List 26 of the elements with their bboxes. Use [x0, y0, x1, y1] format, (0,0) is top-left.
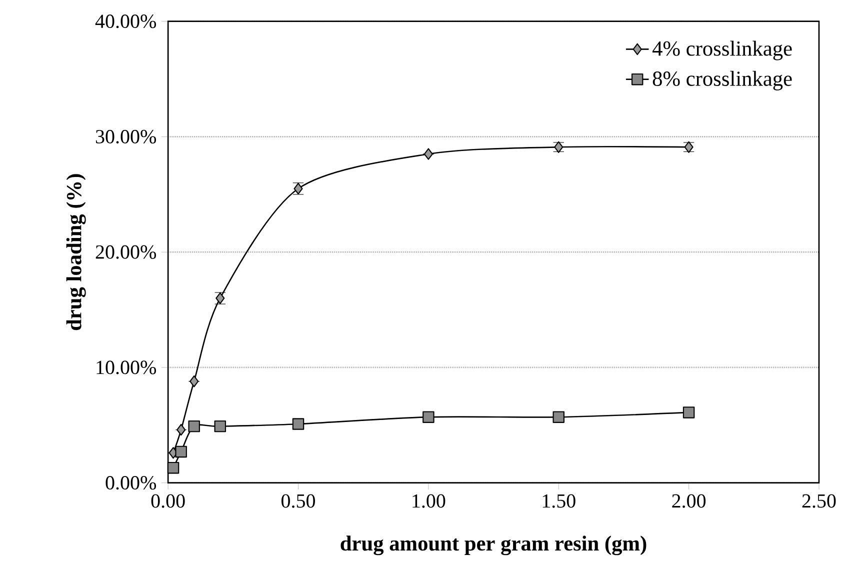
y-tick-label: 20.00%	[96, 245, 156, 259]
x-tick-label: 0.00	[151, 494, 185, 508]
point	[422, 411, 434, 423]
x-tick-label: 1.00	[412, 494, 446, 508]
point	[190, 375, 199, 388]
point	[682, 406, 695, 418]
x-axis-title: drug amount per gram resin (gm)	[340, 536, 646, 556]
point	[175, 446, 187, 458]
y-tick-label: 0.00%	[106, 476, 156, 490]
x-tick-label: 2.00	[672, 494, 706, 508]
legend-label: 4% crosslinkage	[652, 40, 792, 60]
point	[188, 420, 200, 432]
x-tick-label: 2.50	[802, 494, 836, 508]
point	[424, 148, 433, 160]
x-tick-label: 1.50	[542, 494, 576, 508]
point	[176, 424, 186, 436]
point	[167, 462, 180, 474]
x-tick-label: 0.50	[281, 494, 315, 508]
point	[292, 418, 304, 430]
point	[214, 420, 226, 432]
legend-label: 8% crosslinkage	[652, 70, 792, 90]
point	[552, 411, 564, 423]
y-tick-label: 10.00%	[96, 360, 156, 374]
y-tick-label: 40.00%	[95, 14, 156, 28]
y-tick-label: 30.00%	[96, 130, 156, 144]
y-axis-title: drug loading (%)	[66, 174, 86, 330]
